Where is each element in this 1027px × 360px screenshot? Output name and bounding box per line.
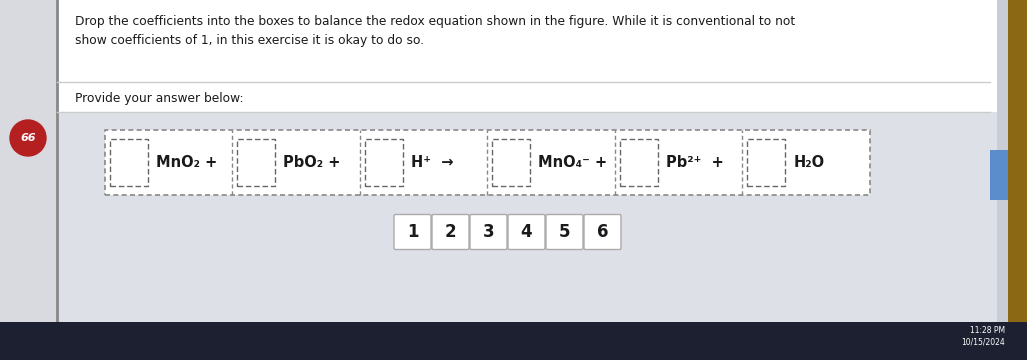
Bar: [58, 112, 997, 322]
Text: 3: 3: [483, 223, 494, 241]
FancyBboxPatch shape: [470, 215, 507, 249]
Bar: [110, 139, 148, 186]
Text: H⁺  →: H⁺ →: [411, 155, 454, 170]
Circle shape: [10, 120, 46, 156]
Text: PbO₂ +: PbO₂ +: [283, 155, 341, 170]
Text: H₂O: H₂O: [794, 155, 825, 170]
Text: 6: 6: [597, 223, 608, 241]
Bar: [493, 139, 531, 186]
Text: Provide your answer below:: Provide your answer below:: [75, 92, 243, 105]
Text: Drop the coefficients into the boxes to balance the redox equation shown in the : Drop the coefficients into the boxes to …: [75, 15, 795, 46]
Bar: [0, 0, 58, 322]
Text: 5: 5: [559, 223, 570, 241]
FancyBboxPatch shape: [432, 215, 469, 249]
FancyBboxPatch shape: [394, 215, 431, 249]
Text: 1: 1: [407, 223, 418, 241]
Text: 2: 2: [445, 223, 456, 241]
FancyBboxPatch shape: [546, 215, 583, 249]
Text: MnO₄⁻ +: MnO₄⁻ +: [538, 155, 608, 170]
Bar: [990, 150, 1007, 200]
Text: 4: 4: [521, 223, 532, 241]
Bar: [105, 130, 870, 195]
Bar: [365, 139, 403, 186]
Text: 11:28 PM
10/15/2024: 11:28 PM 10/15/2024: [961, 326, 1005, 347]
Bar: [237, 139, 275, 186]
Bar: [105, 130, 870, 195]
FancyBboxPatch shape: [584, 215, 621, 249]
Bar: [1007, 0, 1027, 322]
Text: MnO₂ +: MnO₂ +: [156, 155, 218, 170]
Bar: [0, 322, 1027, 360]
Bar: [58, 0, 997, 322]
Text: 66: 66: [21, 133, 36, 143]
Text: Pb²⁺  +: Pb²⁺ +: [665, 155, 724, 170]
FancyBboxPatch shape: [508, 215, 545, 249]
Bar: [620, 139, 658, 186]
Bar: [748, 139, 786, 186]
